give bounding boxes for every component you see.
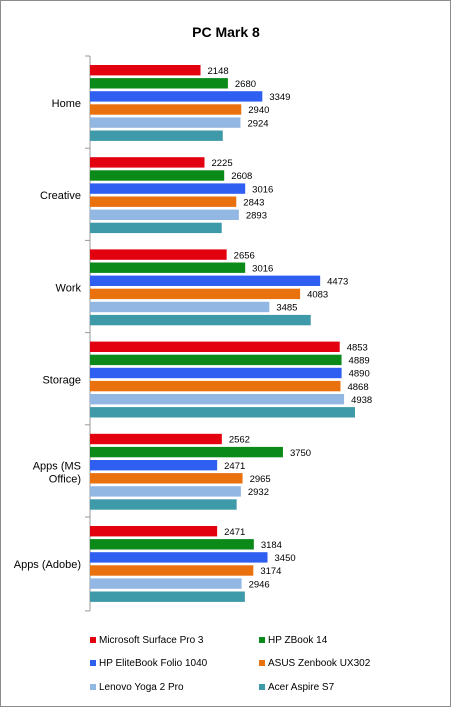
data-label: 4889 bbox=[349, 356, 370, 367]
bar-3-1 bbox=[90, 91, 263, 102]
legend-swatch-1 bbox=[90, 637, 96, 643]
bar-4-5 bbox=[90, 473, 243, 484]
legend-label-2: HP ZBook 14 bbox=[268, 635, 328, 646]
data-label: 2893 bbox=[246, 211, 267, 222]
bar-6-4 bbox=[90, 407, 355, 418]
data-label: 2680 bbox=[235, 79, 256, 90]
category-label: Storage bbox=[42, 375, 81, 387]
data-label: 4890 bbox=[349, 369, 370, 380]
bar-6-5 bbox=[90, 499, 237, 510]
data-label: 3450 bbox=[275, 553, 296, 564]
legend-swatch-2 bbox=[259, 637, 265, 643]
data-label: 2946 bbox=[249, 579, 270, 590]
legend-swatch-5 bbox=[90, 684, 96, 690]
legend-swatch-6 bbox=[259, 684, 265, 690]
bar-5-1 bbox=[90, 117, 241, 128]
data-label: 4938 bbox=[351, 395, 372, 406]
data-label: 3184 bbox=[261, 540, 282, 551]
bar-3-6 bbox=[90, 552, 268, 563]
data-label: 2932 bbox=[248, 487, 269, 498]
category-label: Work bbox=[56, 282, 82, 294]
bar-5-5 bbox=[90, 486, 241, 497]
data-label: 3485 bbox=[276, 303, 297, 314]
data-label: 2965 bbox=[250, 474, 271, 485]
bar-4-1 bbox=[90, 104, 242, 115]
bar-3-3 bbox=[90, 275, 321, 286]
bar-2-3 bbox=[90, 262, 246, 273]
bar-4-6 bbox=[90, 565, 254, 576]
data-label: 4853 bbox=[347, 343, 368, 354]
data-label: 2924 bbox=[247, 118, 268, 129]
data-label: 2471 bbox=[224, 527, 245, 538]
category-label: Office) bbox=[49, 473, 81, 485]
bar-2-5 bbox=[90, 446, 283, 458]
bar-1-2 bbox=[90, 157, 205, 168]
data-label: 2148 bbox=[208, 66, 229, 77]
legend-label-6: Acer Aspire S7 bbox=[268, 682, 335, 693]
data-label: 4083 bbox=[307, 290, 328, 301]
bar-1-6 bbox=[90, 526, 218, 537]
data-label: 3349 bbox=[269, 92, 290, 103]
category-label: Home bbox=[52, 98, 81, 110]
data-label: 2608 bbox=[231, 171, 252, 182]
bar-5-4 bbox=[90, 394, 345, 405]
category-label: Apps (MS bbox=[33, 460, 81, 472]
bar-3-2 bbox=[90, 183, 246, 194]
bar-4-3 bbox=[90, 288, 301, 300]
legend-label-1: Microsoft Surface Pro 3 bbox=[99, 635, 204, 646]
bar-1-5 bbox=[90, 433, 222, 445]
legend-label-4: ASUS Zenbook UX302 bbox=[268, 658, 371, 669]
category-label: Apps (Adobe) bbox=[14, 559, 81, 571]
bar-6-6 bbox=[90, 591, 245, 602]
legend: Microsoft Surface Pro 3 HP ZBook 14 HP Eli… bbox=[90, 635, 371, 693]
bar-3-5 bbox=[90, 460, 218, 471]
bar-2-1 bbox=[90, 78, 228, 89]
data-label: 2562 bbox=[229, 435, 250, 446]
bar-5-3 bbox=[90, 301, 270, 313]
bar-5-2 bbox=[90, 209, 239, 220]
legend-label-5: Lenovo Yoga 2 Pro bbox=[99, 682, 184, 693]
bar-2-6 bbox=[90, 539, 254, 550]
bar-1-4 bbox=[90, 341, 340, 352]
legend-swatch-4 bbox=[259, 660, 265, 666]
data-label: 2843 bbox=[243, 197, 264, 208]
bar-1-3 bbox=[90, 249, 227, 260]
bar-4-2 bbox=[90, 196, 237, 207]
data-label: 4868 bbox=[347, 382, 368, 393]
legend-swatch-3 bbox=[90, 660, 96, 666]
data-label: 2225 bbox=[211, 158, 232, 169]
data-label: 2656 bbox=[234, 250, 255, 261]
data-label: 3016 bbox=[252, 184, 273, 195]
chart-title: PC Mark 8 bbox=[192, 24, 260, 40]
bar-1-1 bbox=[90, 65, 201, 76]
bar-6-1 bbox=[90, 130, 223, 141]
labels-layer: 21482680334929402924Home2225260830162843… bbox=[14, 66, 372, 590]
bar-3-4 bbox=[90, 367, 342, 379]
bar-4-4 bbox=[90, 380, 341, 392]
bar-2-2 bbox=[90, 170, 225, 181]
data-label: 3174 bbox=[260, 566, 281, 577]
data-label: 2471 bbox=[224, 461, 245, 472]
data-label: 4473 bbox=[327, 277, 348, 288]
category-label: Creative bbox=[40, 190, 81, 202]
data-label: 2940 bbox=[248, 105, 269, 116]
bar-2-4 bbox=[90, 354, 342, 366]
bar-5-6 bbox=[90, 578, 242, 589]
bars-layer bbox=[85, 55, 355, 612]
bar-6-3 bbox=[90, 314, 311, 326]
bar-6-2 bbox=[90, 222, 222, 234]
data-label: 3016 bbox=[252, 263, 273, 274]
data-label: 3750 bbox=[290, 448, 311, 459]
legend-label-3: HP EliteBook Folio 1040 bbox=[99, 658, 208, 669]
